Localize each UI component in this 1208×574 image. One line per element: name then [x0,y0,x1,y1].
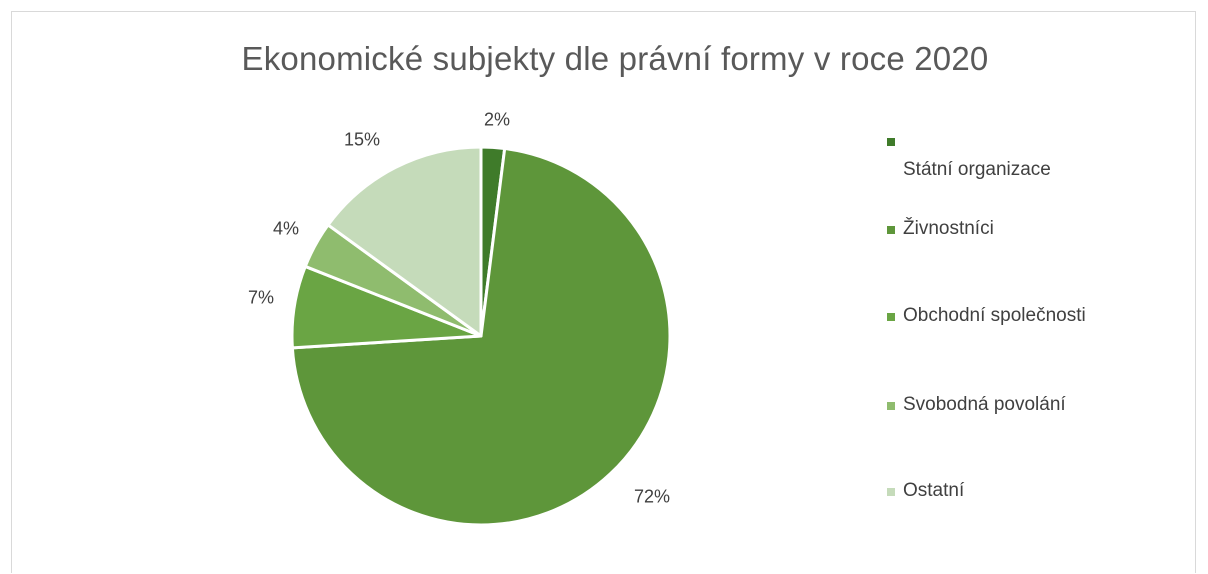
pie-slice-ostatni [326,145,483,338]
legend-swatch [887,226,895,234]
legend-label: Státní organizace [903,159,1051,180]
legend-swatch [887,313,895,321]
legend-swatch [887,402,895,410]
chart-title: Ekonomické subjekty dle právní formy v r… [241,40,989,77]
legend-label: Živnostníci [903,218,994,239]
legend-label: Ostatní [903,480,965,501]
data-label-obchodni-spolecnosti: 7% [247,287,275,308]
legend-label: Obchodní společnosti [903,305,1086,326]
data-label-zivnostnici: 72% [633,486,671,507]
data-label-statni-organizace: 2% [483,109,511,130]
data-label-ostatni: 15% [343,129,381,150]
legend-swatch [887,138,895,146]
data-label-svobodna-povolani: 4% [272,218,300,239]
legend-label: Svobodná povolání [903,394,1066,415]
legend-swatch [887,488,895,496]
